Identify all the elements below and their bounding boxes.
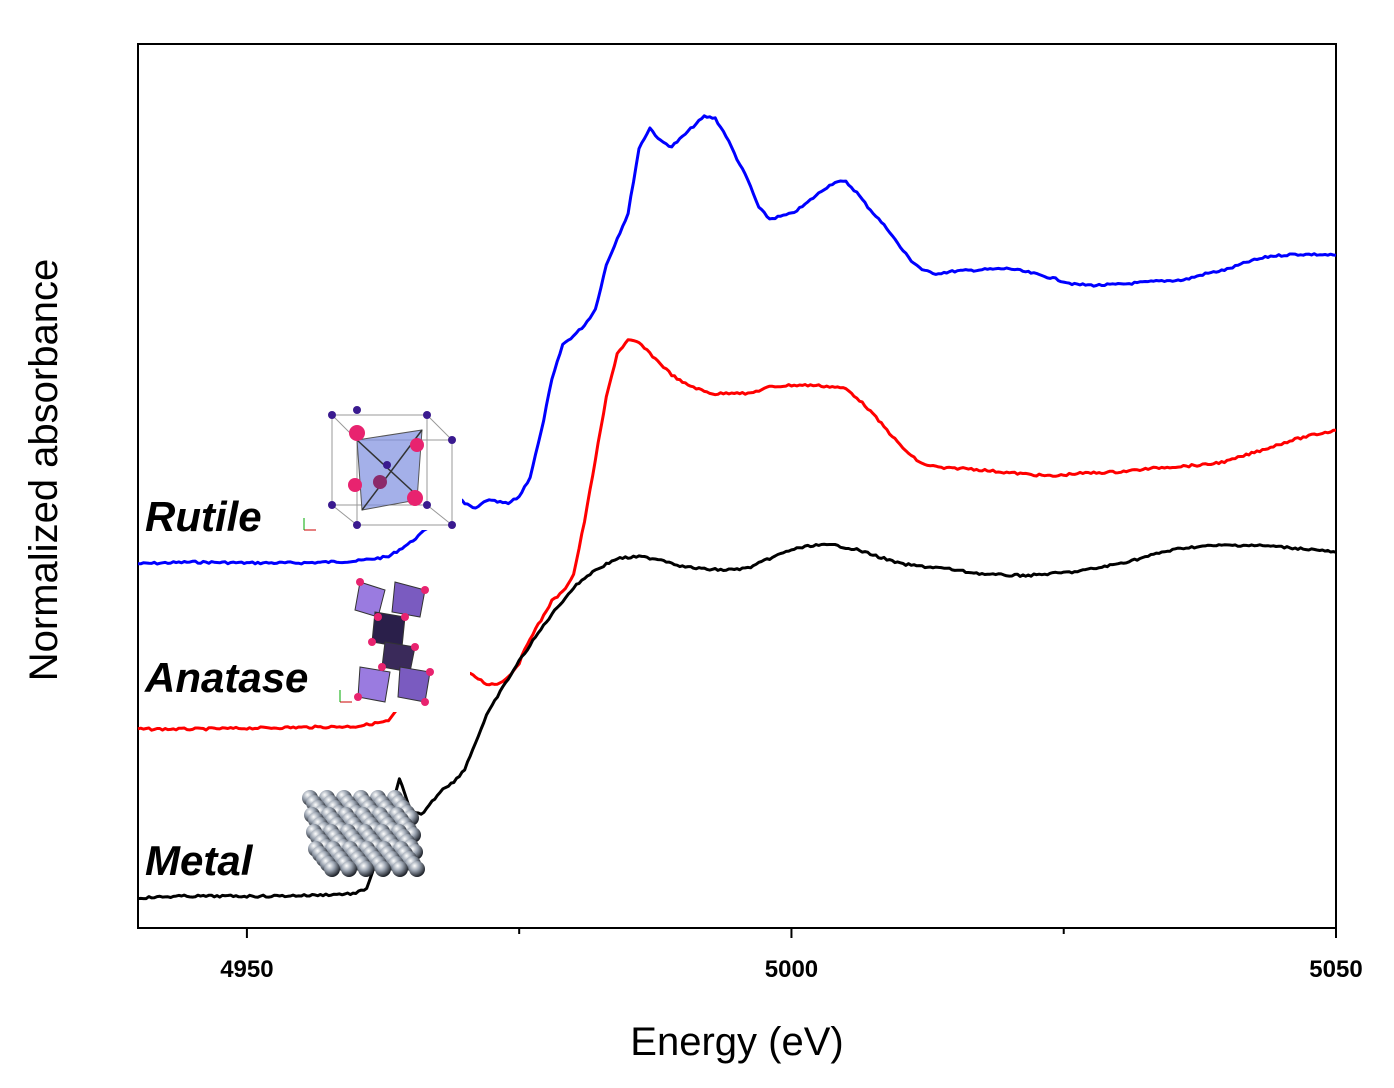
series-line-rutile (138, 114, 1337, 566)
lattice-atom (392, 861, 408, 877)
x-axis-title: Energy (eV) (630, 1020, 843, 1064)
metal-lattice-inset (302, 790, 425, 877)
plot-frame (137, 43, 1337, 929)
lattice-atom (341, 861, 357, 877)
series-label-metal: Metal (145, 837, 254, 884)
rutile-structure-inset (303, 400, 462, 531)
y-axis-title: Normalized absorbance (22, 259, 66, 681)
series-label-rutile: Rutile (145, 493, 262, 540)
series-line-anatase (137, 338, 1336, 732)
x-axis-ticks: 4950 5000 5050 (220, 928, 1363, 983)
lattice-atom (358, 861, 374, 877)
series-label-anatase: Anatase (144, 654, 308, 701)
lattice-atom (324, 861, 340, 877)
anatase-structure-inset (330, 572, 470, 712)
x-tick-label: 5050 (1309, 956, 1362, 983)
series-lines (137, 114, 1337, 901)
series-line-metal (137, 542, 1337, 901)
x-tick-label: 4950 (220, 956, 273, 983)
lattice-atom (375, 861, 391, 877)
lattice-atom (409, 861, 425, 877)
x-tick-label: 5000 (765, 956, 818, 983)
